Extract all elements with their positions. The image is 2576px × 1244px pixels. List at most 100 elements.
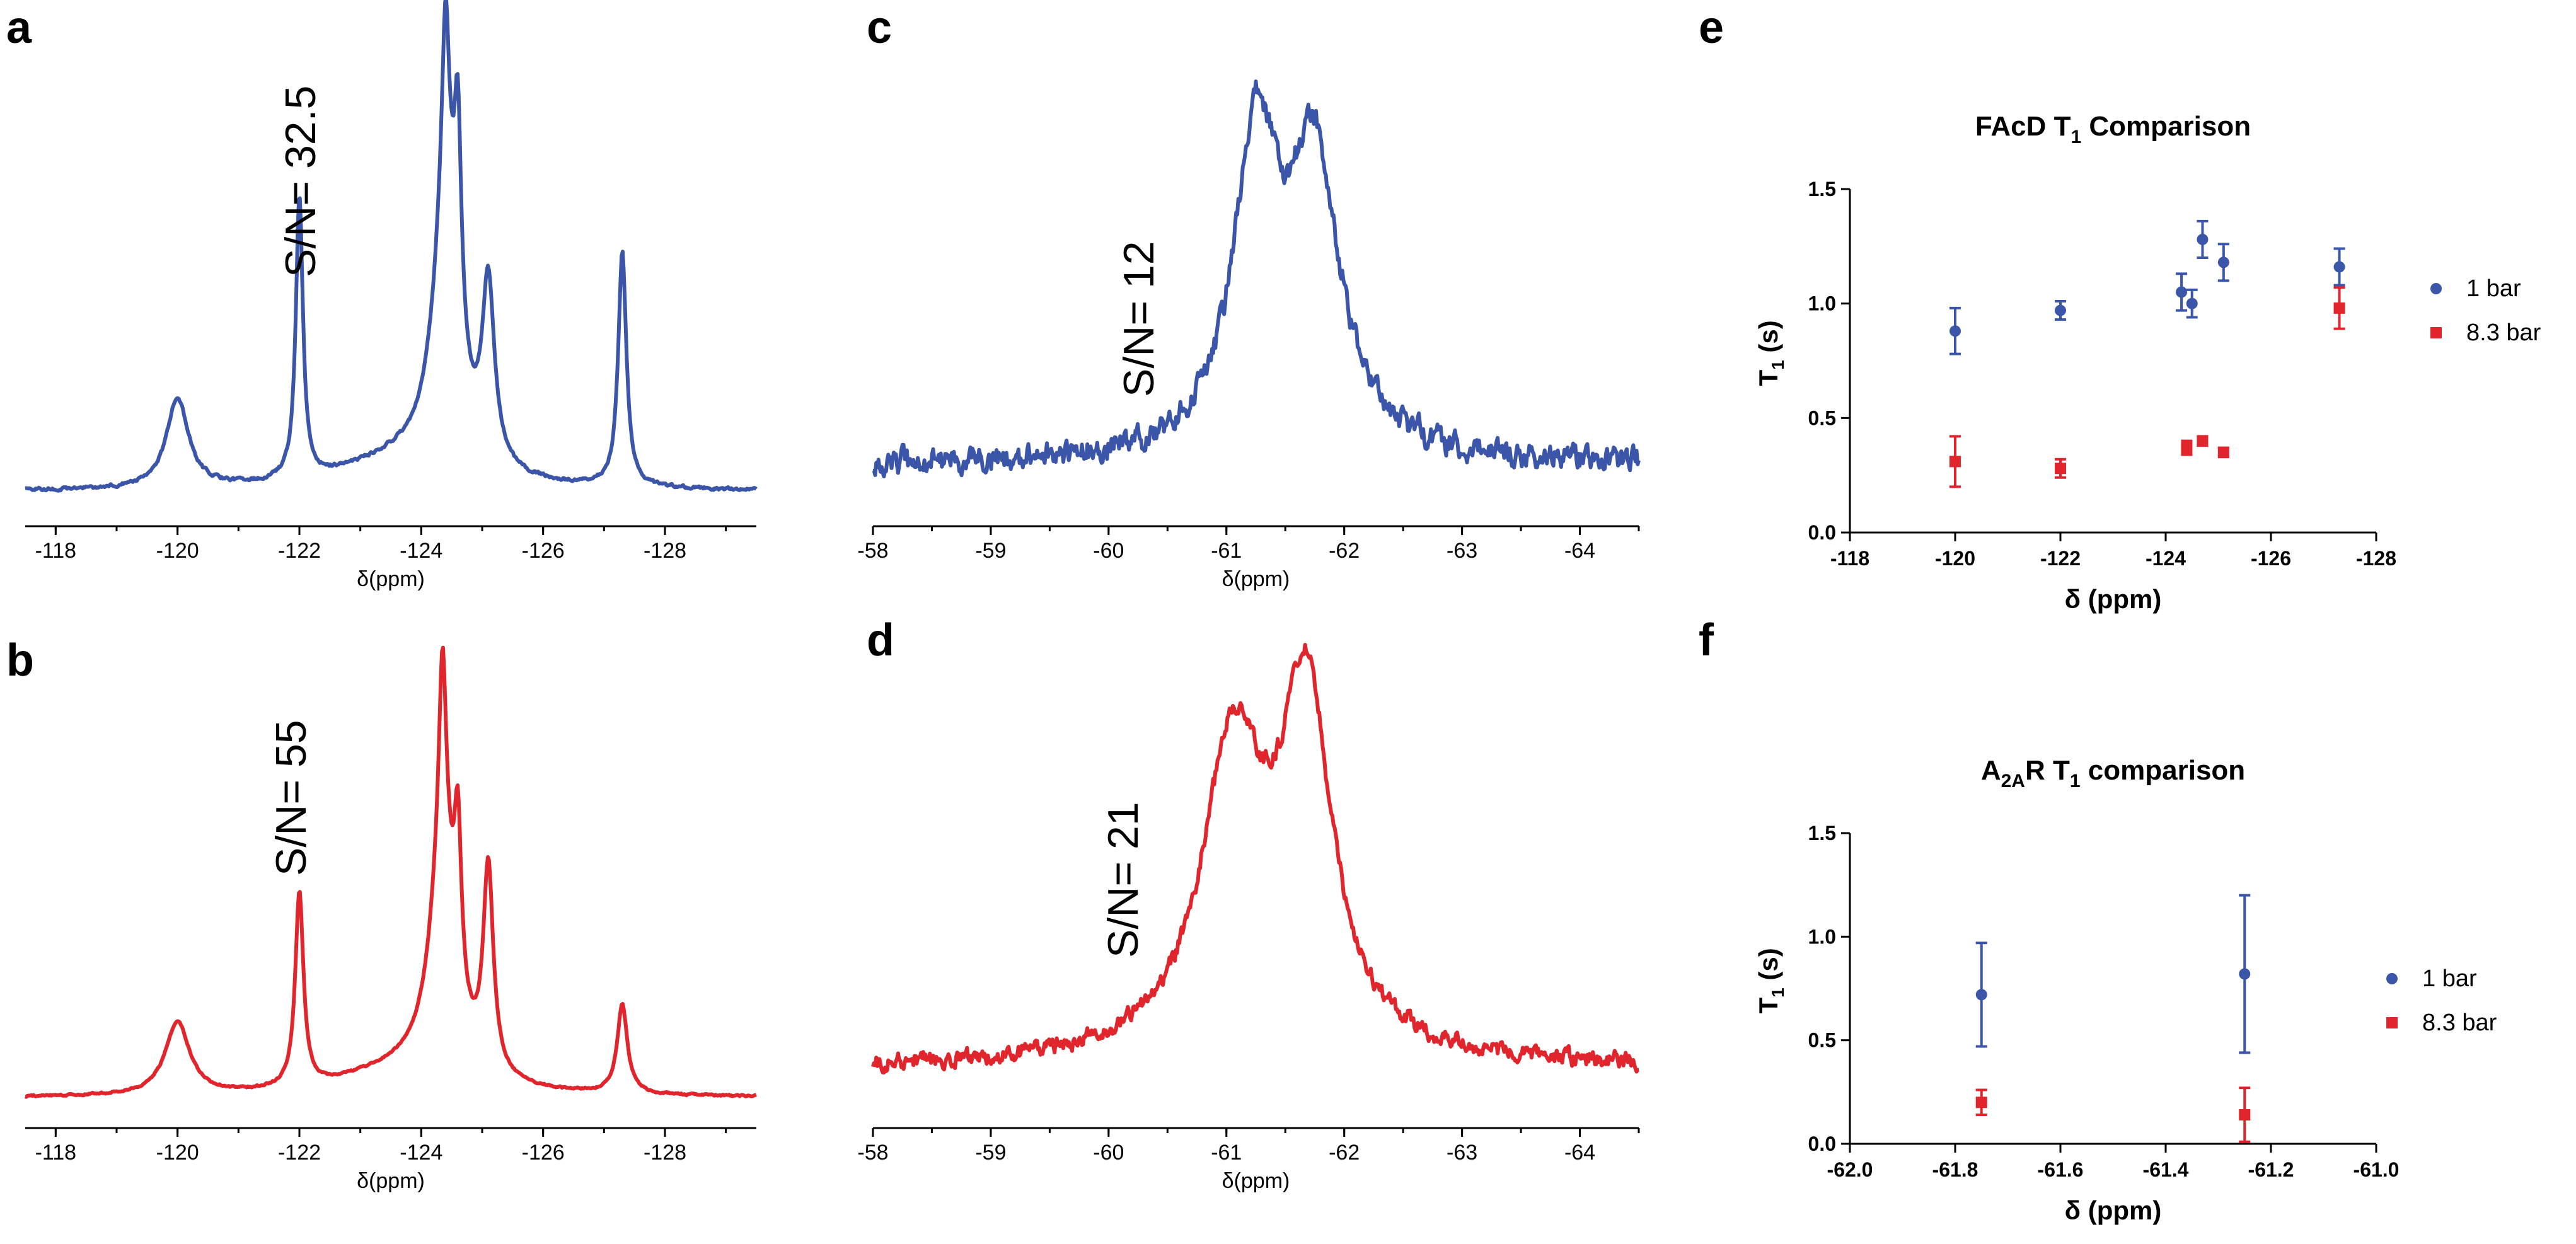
x-tick-label: -120 [156, 539, 199, 563]
chart-title-part: 2A [2001, 771, 2025, 792]
data-point-circle [2176, 286, 2188, 298]
legend-marker-square [2430, 327, 2442, 338]
x-tick-label: -61.6 [2038, 1158, 2084, 1181]
y-tick-label: 0.5 [1808, 406, 1836, 429]
x-tick-label: -118 [35, 539, 77, 563]
x-tick-label: -61 [1211, 1141, 1242, 1165]
legend-label: 1 bar [2466, 275, 2521, 302]
y-tick-label: 1.5 [1808, 822, 1836, 844]
x-tick-label: -122 [278, 539, 321, 563]
y-axis-title: T1 (s) [1753, 948, 1788, 1013]
panel-label-f: f [1699, 615, 1714, 665]
x-axis-title: δ(ppm) [357, 567, 425, 591]
y-axis-title-main: T [1753, 370, 1783, 386]
x-tick-label: -62.0 [1827, 1158, 1873, 1181]
legend-label: 8.3 bar [2422, 1010, 2497, 1036]
y-tick-label: 1.5 [1808, 178, 1836, 200]
data-point-circle [1975, 989, 1987, 1001]
legend-marker-circle [2386, 973, 2398, 984]
legend-marker-square [2386, 1017, 2398, 1028]
chart-title-part: R T [2025, 755, 2070, 786]
x-tick-label: -120 [1935, 547, 1975, 570]
y-tick-label: 0.5 [1808, 1029, 1836, 1052]
x-axis-title: δ (ppm) [2065, 1195, 2162, 1225]
x-tick-label: -58 [857, 1141, 888, 1165]
sn-annotation: S/N= 55 [267, 720, 315, 876]
x-tick-label: -126 [2251, 547, 2291, 570]
x-tick-label: -61.8 [1932, 1158, 1978, 1181]
data-point-circle [2333, 261, 2345, 273]
y-axis-title-sub: 1 [1768, 988, 1788, 998]
chart-title-part: FAcD T [1975, 111, 2071, 142]
legend-label: 8.3 bar [2466, 320, 2541, 346]
x-tick-label: -128 [644, 539, 686, 563]
panel-b: b -118 -120 -122 -124 -126 -128 δ(ppm) S/N= 55 [6, 635, 758, 1193]
y-axis-title-rest: (s) [1753, 320, 1783, 360]
y-axis-title-rest: (s) [1753, 948, 1783, 988]
data-point-square [1949, 456, 1961, 468]
legend-marker-circle [2430, 283, 2442, 294]
panel-f: f -62.0 -61.8 -61.6 -61.4 -61.2 -61.0 0.0 0.5 1.0… [1699, 615, 2497, 1225]
data-point-square [2197, 435, 2209, 447]
chart-title-part: Comparison [2081, 111, 2251, 142]
x-axis-title: δ(ppm) [357, 1169, 425, 1193]
y-tick-label: 0.0 [1808, 1132, 1836, 1155]
data-point-square [2333, 302, 2345, 314]
spectrum-line-d [871, 643, 1640, 1074]
x-axis-title: δ(ppm) [1222, 1169, 1290, 1193]
panel-label-e: e [1699, 3, 1724, 53]
data-point-circle [2217, 256, 2229, 268]
chart-title-part: comparison [2081, 755, 2246, 786]
data-point-square [1975, 1097, 1987, 1109]
x-tick-label: -126 [522, 1141, 565, 1165]
y-tick-label: 1.0 [1808, 925, 1836, 948]
chart-title: FAcD T1 Comparison [1975, 111, 2251, 147]
data-point-circle [2186, 297, 2198, 309]
x-tick-label: -61.4 [2143, 1158, 2189, 1181]
y-axis-title: T1 (s) [1753, 320, 1788, 386]
panel-label-a: a [6, 3, 32, 53]
data-point-square [2055, 463, 2066, 475]
x-tick-label: -59 [975, 539, 1006, 563]
x-tick-label: -64 [1564, 539, 1595, 563]
x-tick-label: -64 [1564, 1141, 1595, 1165]
spectrum-line-a [24, 0, 758, 493]
x-tick-label: -128 [2356, 547, 2396, 570]
chart-title-part: 1 [2071, 127, 2081, 147]
x-tick-label: -122 [278, 1141, 321, 1165]
panel-e: e -118 -120 -122 -124 -126 -128 0.0 0.5 1.0 1.5 δ (… [1699, 3, 2541, 614]
x-tick-label: -120 [156, 1141, 199, 1165]
sn-annotation: S/N= 21 [1099, 802, 1147, 958]
panel-label-c: c [867, 3, 892, 53]
data-point-square [2217, 446, 2229, 458]
x-tick-label: -122 [2040, 547, 2081, 570]
spectrum-line-c [872, 79, 1641, 478]
data-point-circle [1949, 325, 1961, 337]
x-tick-label: -124 [2146, 547, 2186, 570]
x-tick-label: -118 [35, 1141, 77, 1165]
x-tick-label: -58 [857, 539, 888, 563]
x-tick-label: -59 [975, 1141, 1006, 1165]
chart-title-part: 1 [2070, 771, 2081, 792]
sn-annotation: S/N= 12 [1115, 241, 1163, 397]
x-tick-label: -60 [1093, 1141, 1124, 1165]
panel-c: c -58 -59 -60 -61 -62 -63 -64 δ(ppm) S/N= 12 [857, 3, 1641, 591]
x-tick-label: -126 [522, 539, 565, 563]
sn-annotation: S/N= 32.5 [277, 86, 325, 277]
legend-label: 1 bar [2422, 965, 2477, 992]
data-point-square [2181, 442, 2193, 454]
x-tick-label: -118 [1830, 547, 1869, 570]
x-tick-label: -63 [1447, 539, 1477, 563]
x-tick-label: -61.2 [2248, 1158, 2294, 1181]
x-tick-label: -63 [1447, 1141, 1477, 1165]
x-axis-title: δ (ppm) [2065, 584, 2162, 614]
panel-label-d: d [867, 615, 894, 665]
x-tick-label: -61.0 [2354, 1158, 2400, 1181]
y-tick-label: 0.0 [1808, 521, 1836, 544]
x-tick-label: -124 [400, 539, 442, 563]
data-point-square [2239, 1109, 2251, 1120]
chart-title: A2AR T1 comparison [1981, 755, 2245, 792]
y-axis-title-sub: 1 [1768, 360, 1788, 370]
data-point-circle [2055, 304, 2066, 316]
